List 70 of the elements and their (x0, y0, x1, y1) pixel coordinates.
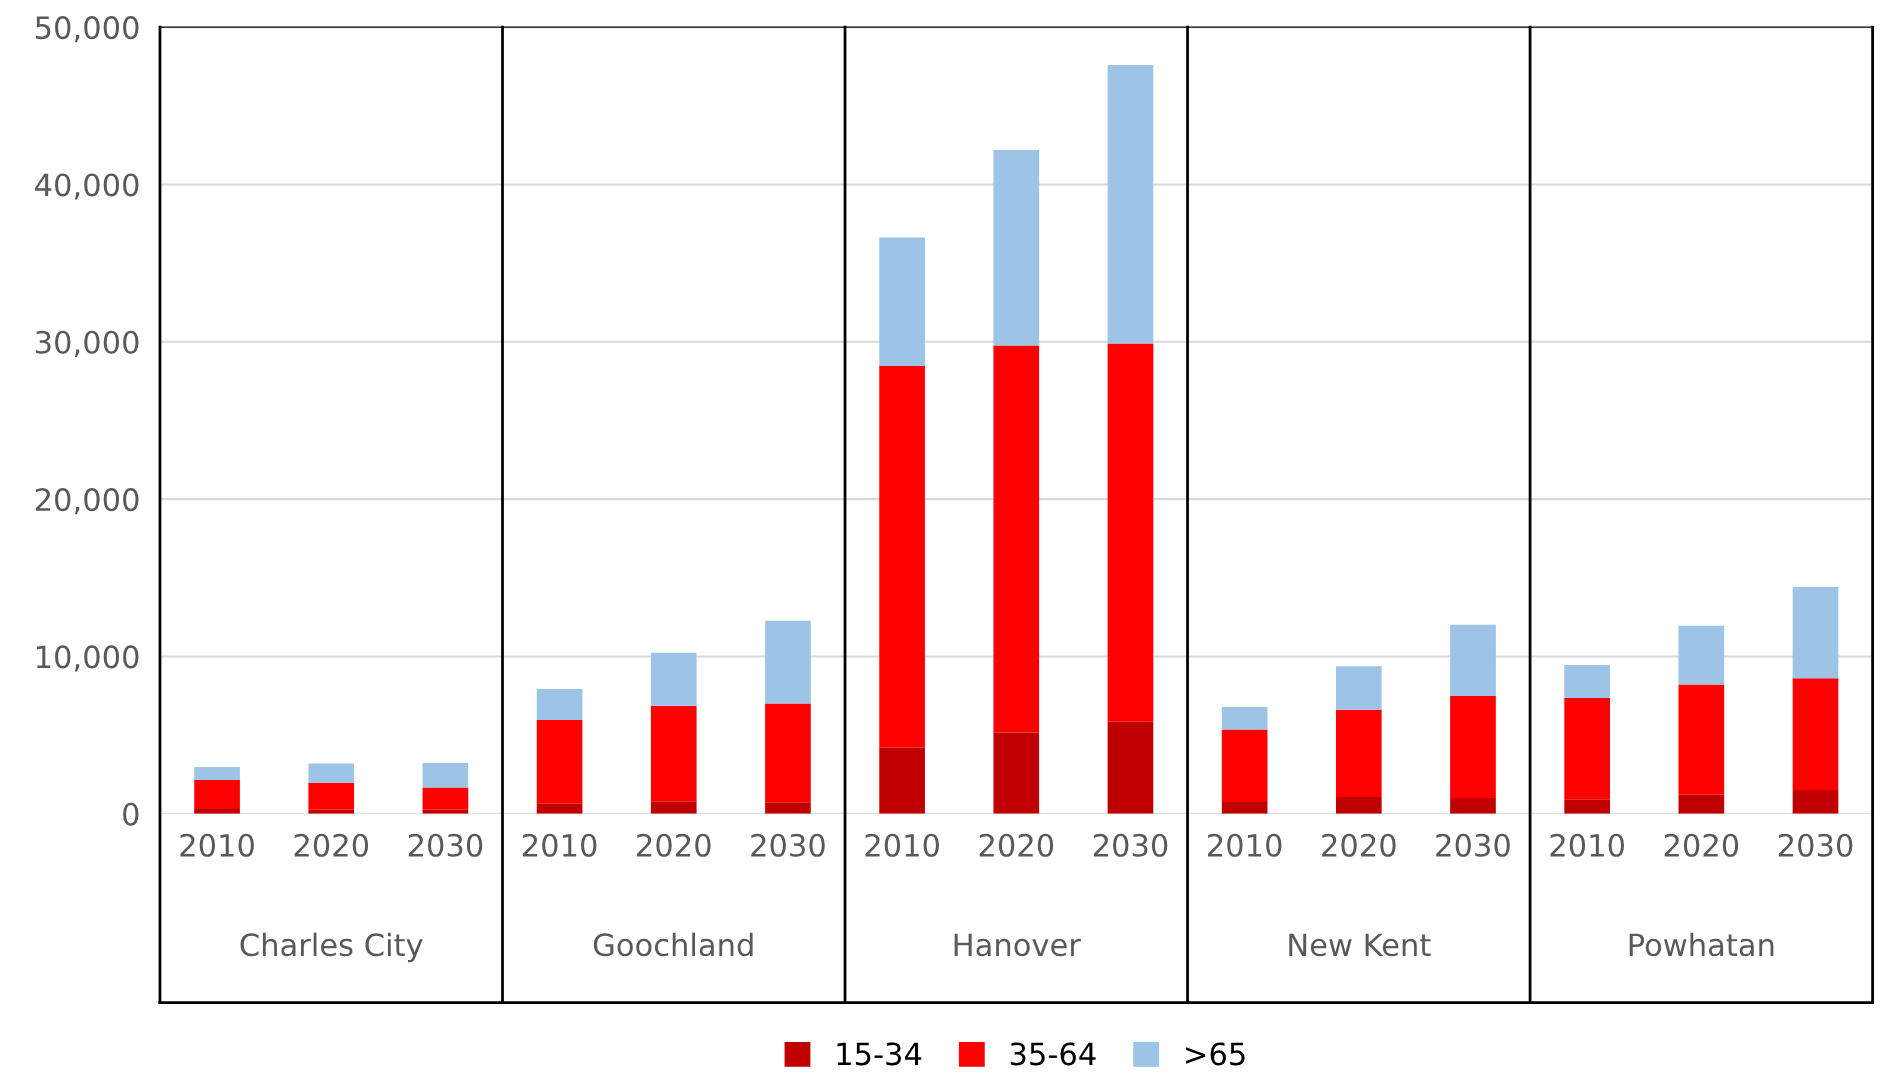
bar (1221, 802, 1268, 814)
bar (993, 150, 1040, 346)
text: Goochland (593, 932, 753, 957)
bar (1221, 729, 1268, 803)
bar (1450, 624, 1496, 697)
text: Charles City (240, 932, 423, 963)
bar (1678, 625, 1725, 685)
bar (879, 237, 925, 366)
y-tick-label: 20,000 (35, 488, 139, 515)
bar (650, 705, 697, 802)
bar (1678, 794, 1725, 814)
bar (1335, 797, 1382, 814)
bar (1335, 666, 1382, 710)
x-tick-label: 2010 (522, 833, 597, 857)
text: New Kent (1289, 933, 1431, 957)
bar (650, 652, 697, 706)
legend-label: >65 (1186, 1042, 1245, 1066)
bar (1792, 789, 1839, 814)
x-tick-label: 2010 (865, 833, 939, 857)
bar (1564, 799, 1610, 814)
bar (765, 802, 811, 814)
x-tick-label: 2010 (1207, 833, 1282, 857)
bar (993, 345, 1040, 733)
bar (1450, 696, 1496, 799)
bar (422, 763, 469, 788)
bar (1107, 721, 1154, 814)
text: Hanover (954, 933, 1081, 957)
y-tick-label: 40,000 (35, 173, 139, 200)
x-tick-label: 2010 (180, 833, 254, 857)
bar (1564, 697, 1610, 800)
bar (1107, 343, 1154, 722)
y-tick-label: 0 (123, 802, 139, 826)
y-tick-label: 50,000 (35, 16, 139, 43)
bar (1107, 65, 1154, 344)
bar (422, 787, 469, 810)
bar (1335, 709, 1382, 798)
bar (879, 747, 925, 814)
text: Powhatan (1629, 932, 1774, 957)
bar (308, 782, 355, 810)
bar (194, 780, 240, 810)
bar (650, 801, 697, 814)
x-tick-label: 2030 (1436, 833, 1510, 857)
bar (536, 719, 583, 804)
x-tick-label: 2030 (408, 833, 483, 857)
y-tick-label: 10,000 (36, 645, 139, 672)
bar (1450, 798, 1496, 814)
bar (879, 366, 925, 748)
bar (1678, 684, 1725, 795)
bar (536, 688, 583, 720)
bar (765, 703, 811, 803)
x-tick-label: 2020 (294, 833, 369, 857)
x-tick-label: 2030 (1778, 833, 1853, 857)
bar (1564, 665, 1610, 698)
bar (1221, 707, 1268, 730)
bar (1792, 678, 1839, 790)
y-tick-label: 30,000 (35, 330, 139, 357)
legend-label: 15-34 (837, 1042, 922, 1066)
x-tick-label: 2020 (637, 833, 711, 857)
legend-label: 35-64 (1010, 1042, 1096, 1066)
x-tick-label: 2020 (1664, 833, 1739, 857)
bar (765, 620, 811, 704)
x-tick-label: 2020 (1322, 833, 1396, 857)
x-tick-label: 2010 (1550, 833, 1624, 857)
bar (194, 767, 240, 781)
x-tick-label: 2020 (979, 833, 1054, 857)
bar (1792, 586, 1839, 679)
x-tick-label: 2030 (751, 833, 825, 857)
x-tick-label: 2030 (1093, 833, 1168, 857)
bar (308, 763, 355, 783)
bar (993, 732, 1040, 814)
